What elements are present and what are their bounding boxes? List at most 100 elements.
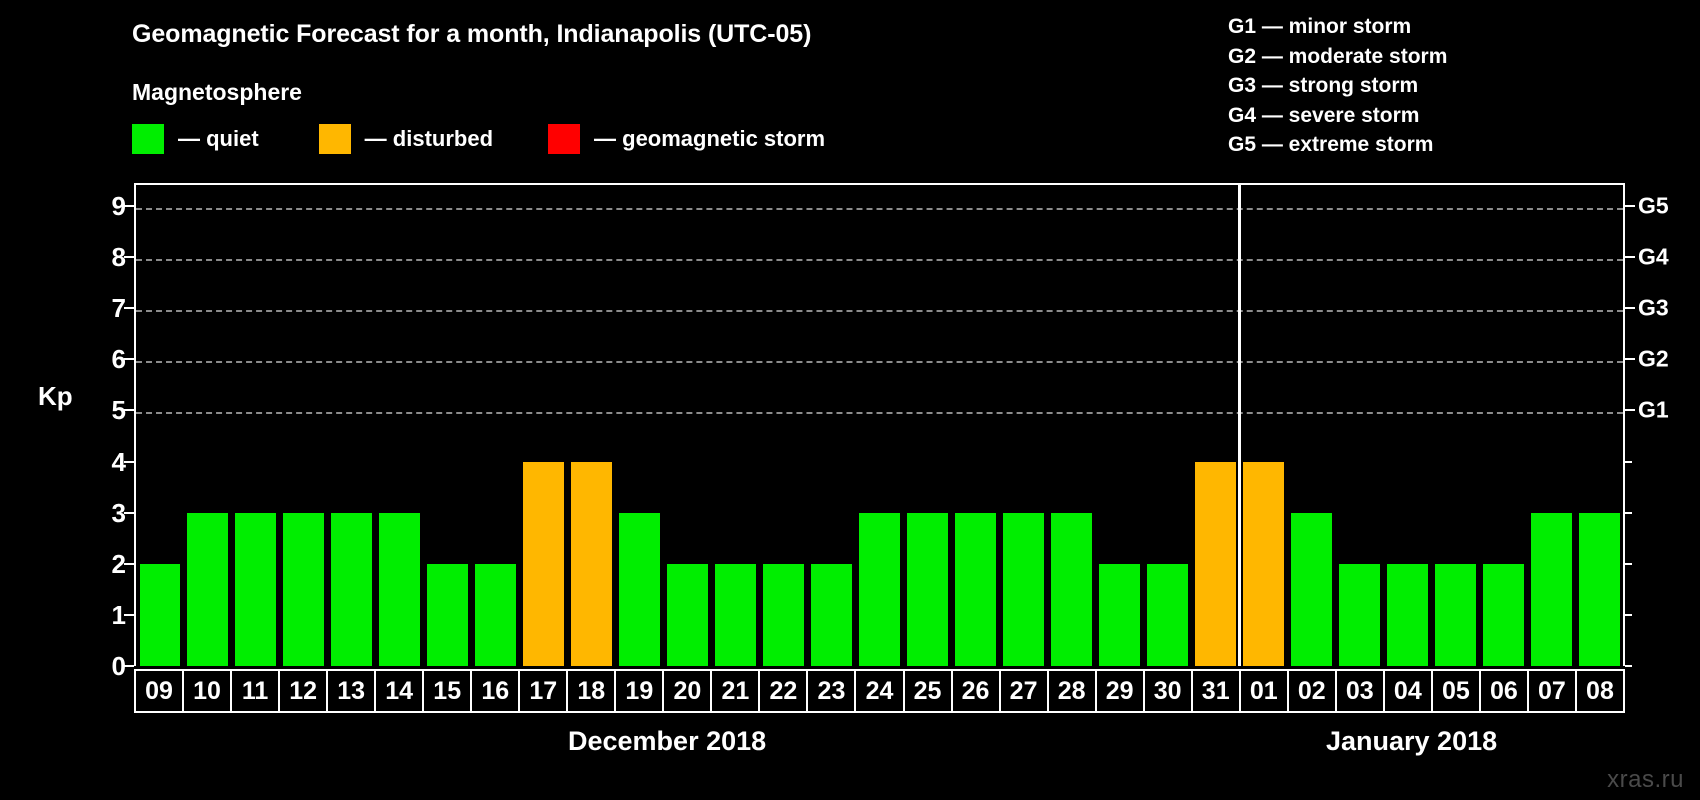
bar-slot — [856, 185, 904, 666]
y-tick-mark-3 — [124, 511, 134, 514]
day-label: 28 — [1057, 676, 1086, 705]
legend-entry-disturbed: — disturbed — [318, 124, 493, 154]
day-cell-21[interactable]: 21 — [710, 669, 761, 713]
bar-slot — [1383, 185, 1431, 666]
day-cell-09[interactable]: 09 — [134, 669, 185, 713]
day-cell-13[interactable]: 13 — [326, 669, 377, 713]
legend-swatch-disturbed-icon — [318, 124, 351, 154]
g-axis-label-g4: G4 — [1638, 243, 1669, 270]
g-scale-row-g1: G1 — minor storm — [1228, 15, 1412, 38]
y-tick-label-6: 6 — [111, 344, 126, 375]
day-label: 16 — [481, 676, 510, 705]
bar-day-06 — [1482, 564, 1524, 666]
plot-area — [134, 183, 1625, 666]
day-cell-19[interactable]: 19 — [614, 669, 665, 713]
day-axis: 09 10 11 12 13 14 15 16 17 18 19 20 21 22 23 24 25 26 27 28… — [134, 669, 1625, 713]
day-cell-16[interactable]: 16 — [470, 669, 521, 713]
bar-slot — [1239, 185, 1287, 666]
bar-day-31 — [1194, 462, 1236, 666]
bar-slot — [951, 185, 999, 666]
day-cell-05[interactable]: 05 — [1430, 669, 1481, 713]
bar-day-24 — [859, 513, 900, 666]
bar-day-28 — [1050, 513, 1092, 666]
bar-day-13 — [331, 513, 373, 666]
y-tick-label-1: 1 — [111, 599, 126, 630]
g-tick-mark-kp-1 — [1625, 613, 1632, 616]
day-label: 31 — [1201, 676, 1230, 705]
day-cell-10[interactable]: 10 — [182, 669, 233, 713]
legend-entry-storm: — geomagnetic storm — [548, 124, 825, 154]
y-tick-mark-6 — [124, 358, 134, 361]
bar-slot — [904, 185, 952, 666]
day-label: 21 — [721, 676, 750, 705]
day-cell-30[interactable]: 30 — [1142, 669, 1193, 713]
day-cell-20[interactable]: 20 — [662, 669, 713, 713]
y-tick-mark-1 — [124, 613, 134, 616]
y-axis-title: Kp — [38, 381, 73, 411]
bar-day-05 — [1434, 564, 1476, 666]
day-label: 20 — [673, 676, 702, 705]
bar-day-01 — [1242, 462, 1284, 666]
gridline-kp-9 — [136, 207, 1623, 210]
day-label: 13 — [337, 676, 366, 705]
bar-day-27 — [1002, 513, 1044, 666]
day-cell-29[interactable]: 29 — [1094, 669, 1145, 713]
y-tick-mark-5 — [124, 409, 134, 412]
bar-day-02 — [1290, 513, 1332, 666]
day-label: 18 — [577, 676, 606, 705]
bar-slot — [760, 185, 808, 666]
bar-day-03 — [1338, 564, 1380, 666]
g-tick-mark-kp-2 — [1625, 562, 1632, 565]
day-cell-17[interactable]: 17 — [518, 669, 569, 713]
g-scale-row-g3: G3 — strong storm — [1228, 74, 1419, 97]
day-label: 05 — [1441, 676, 1470, 705]
day-cell-31[interactable]: 31 — [1190, 669, 1241, 713]
day-cell-07[interactable]: 07 — [1526, 669, 1577, 713]
day-cell-14[interactable]: 14 — [374, 669, 425, 713]
bar-day-12 — [283, 513, 325, 666]
day-label: 25 — [913, 676, 942, 705]
bar-slot — [1047, 185, 1095, 666]
g-tick-mark-kp-3 — [1625, 511, 1632, 514]
day-cell-01[interactable]: 01 — [1238, 669, 1289, 713]
y-tick-label-7: 7 — [111, 293, 126, 324]
day-cell-06[interactable]: 06 — [1478, 669, 1529, 713]
bar-slot — [328, 185, 376, 666]
bar-slot — [1287, 185, 1335, 666]
day-label: 06 — [1489, 676, 1518, 705]
day-cell-23[interactable]: 23 — [806, 669, 857, 713]
bar-slot — [376, 185, 424, 666]
bar-day-08 — [1578, 513, 1620, 666]
bar-day-30 — [1146, 564, 1188, 666]
month-caption-december: December 2018 — [568, 726, 767, 756]
day-cell-11[interactable]: 11 — [230, 669, 281, 713]
g-tick-mark-g5 — [1625, 205, 1635, 207]
bar-day-11 — [235, 513, 277, 666]
day-cell-22[interactable]: 22 — [758, 669, 809, 713]
day-cell-04[interactable]: 04 — [1382, 669, 1433, 713]
day-cell-18[interactable]: 18 — [566, 669, 617, 713]
y-axis-ticks — [124, 183, 134, 667]
day-label: 22 — [769, 676, 798, 705]
day-cell-12[interactable]: 12 — [278, 669, 329, 713]
day-cell-15[interactable]: 15 — [422, 669, 473, 713]
day-cell-08[interactable]: 08 — [1574, 669, 1625, 713]
y-tick-label-5: 5 — [111, 395, 126, 426]
day-cell-24[interactable]: 24 — [854, 669, 905, 713]
y-axis-labels: 0 1 2 3 4 5 6 7 8 9 — [80, 183, 126, 679]
y-tick-mark-8 — [124, 256, 134, 259]
y-tick-mark-0 — [124, 665, 134, 667]
day-cell-26[interactable]: 26 — [950, 669, 1001, 713]
day-cell-25[interactable]: 25 — [902, 669, 953, 713]
g-axis-label-g3: G3 — [1638, 294, 1669, 321]
day-label: 08 — [1586, 676, 1614, 705]
bar-slot — [280, 185, 328, 666]
day-cell-27[interactable]: 27 — [998, 669, 1049, 713]
day-cell-02[interactable]: 02 — [1286, 669, 1337, 713]
day-cell-03[interactable]: 03 — [1334, 669, 1385, 713]
day-label: 03 — [1345, 676, 1374, 705]
legend-label-quiet: — quiet — [178, 126, 259, 151]
legend-entry-quiet: — quiet — [132, 124, 259, 154]
day-cell-28[interactable]: 28 — [1046, 669, 1097, 713]
g-tick-mark-g1 — [1625, 409, 1635, 412]
